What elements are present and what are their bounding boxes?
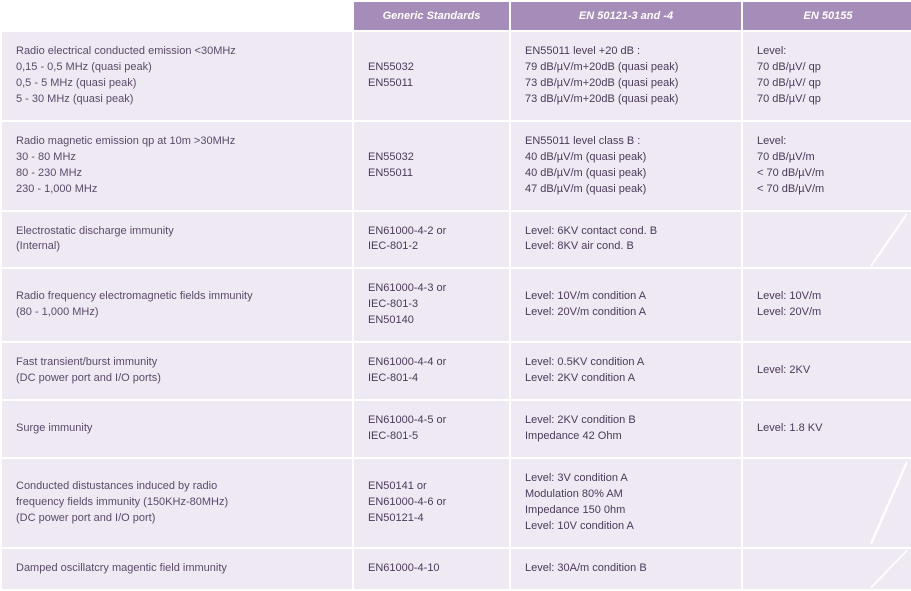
cell-en50121: Level: 3V condition AModulation 80% AMIm… (511, 459, 741, 547)
cell-en50155-text: Level: 10V/mLevel: 20V/m (757, 289, 899, 321)
cell-description-text: Radio electrical conducted emission <30M… (16, 44, 338, 108)
cell-generic-standards-text: EN61000-4-10 (368, 561, 495, 577)
cell-generic-standards: EN50141 orEN61000-4-6 orEN50121-4 (354, 459, 509, 547)
cell-description: Radio frequency electromagnetic fields i… (2, 269, 352, 341)
cell-generic-standards-text: EN55032EN55011 (368, 60, 495, 92)
cell-description-text: Radio magnetic emission qp at 10m >30MHz… (16, 134, 338, 198)
cell-generic-standards-text: EN61000-4-3 orIEC-801-3EN50140 (368, 281, 495, 329)
cell-en50121-text: Level: 10V/m condition ALevel: 20V/m con… (525, 289, 727, 321)
cell-description: Damped oscillatcry magentic field immuni… (2, 549, 352, 589)
cell-description: Electrostatic discharge immunity(Interna… (2, 212, 352, 268)
cell-description-text: Electrostatic discharge immunity(Interna… (16, 224, 338, 256)
cell-generic-standards: EN61000-4-4 orIEC-801-4 (354, 343, 509, 399)
cell-description: Surge immunity (2, 401, 352, 457)
cell-generic-standards: EN61000-4-3 orIEC-801-3EN50140 (354, 269, 509, 341)
cell-en50121-text: EN55011 level class B :40 dB/µV/m (quasi… (525, 134, 727, 198)
cell-en50121-text: EN55011 level +20 dB :79 dB/µV/m+20dB (q… (525, 44, 727, 108)
cell-en50155-text: Level:70 dB/µV/m< 70 dB/µV/m< 70 dB/µV/m (757, 134, 899, 198)
col-header-en50121: EN 50121-3 and -4 (511, 2, 741, 30)
cell-en50155: Level: 1.8 KV (743, 401, 911, 457)
cell-en50121: Level: 0.5KV condition ALevel: 2KV condi… (511, 343, 741, 399)
table-header-row: Generic Standards EN 50121-3 and -4 EN 5… (2, 2, 911, 30)
cell-generic-standards-text: EN61000-4-2 orIEC-801-2 (368, 224, 495, 256)
cell-description: Fast transient/burst immunity(DC power p… (2, 343, 352, 399)
cell-description: Conducted distustances induced by radiof… (2, 459, 352, 547)
table-row: Radio electrical conducted emission <30M… (2, 32, 911, 120)
cell-en50155-text: Level: 1.8 KV (757, 421, 899, 437)
cell-generic-standards-text: EN61000-4-4 orIEC-801-4 (368, 355, 495, 387)
col-header-generic: Generic Standards (354, 2, 509, 30)
cell-en50155: Level:70 dB/µV/m< 70 dB/µV/m< 70 dB/µV/m (743, 122, 911, 210)
cell-en50155 (743, 549, 911, 589)
table-row: Damped oscillatcry magentic field immuni… (2, 549, 911, 589)
cell-en50121: Level: 6KV contact cond. BLevel: 8KV air… (511, 212, 741, 268)
cell-en50121: Level: 10V/m condition ALevel: 20V/m con… (511, 269, 741, 341)
cell-generic-standards-text: EN61000-4-5 orIEC-801-5 (368, 413, 495, 445)
cell-description-text: Fast transient/burst immunity(DC power p… (16, 355, 338, 387)
cell-en50121-text: Level: 3V condition AModulation 80% AMIm… (525, 471, 727, 535)
table-row: Radio magnetic emission qp at 10m >30MHz… (2, 122, 911, 210)
cell-en50121: EN55011 level class B :40 dB/µV/m (quasi… (511, 122, 741, 210)
cell-description-text: Surge immunity (16, 421, 338, 437)
col-header-empty (2, 2, 352, 30)
cell-en50121: Level: 2KV condition BImpedance 42 Ohm (511, 401, 741, 457)
cell-en50155: Level: 2KV (743, 343, 911, 399)
table-row: Fast transient/burst immunity(DC power p… (2, 343, 911, 399)
cell-generic-standards: EN55032EN55011 (354, 122, 509, 210)
cell-en50155: Level:70 dB/µV/ qp70 dB/µV/ qp70 dB/µV/ … (743, 32, 911, 120)
cell-en50155-text: Level:70 dB/µV/ qp70 dB/µV/ qp70 dB/µV/ … (757, 44, 899, 108)
table-row: Surge immunity EN61000-4-5 orIEC-801-5 Lev… (2, 401, 911, 457)
cell-en50121-text: Level: 30A/m condition B (525, 561, 727, 577)
emc-standards-table: Generic Standards EN 50121-3 and -4 EN 5… (0, 0, 911, 591)
cell-generic-standards: EN61000-4-2 orIEC-801-2 (354, 212, 509, 268)
cell-generic-standards: EN55032EN55011 (354, 32, 509, 120)
table-row: Conducted distustances induced by radiof… (2, 459, 911, 547)
cell-en50155: Level: 10V/mLevel: 20V/m (743, 269, 911, 341)
cell-description: Radio electrical conducted emission <30M… (2, 32, 352, 120)
col-header-en50155: EN 50155 (743, 2, 911, 30)
cell-en50155 (743, 459, 911, 547)
cell-en50155 (743, 212, 911, 268)
cell-en50121-text: Level: 2KV condition BImpedance 42 Ohm (525, 413, 727, 445)
cell-en50121: Level: 30A/m condition B (511, 549, 741, 589)
cell-generic-standards: EN61000-4-10 (354, 549, 509, 589)
table-row: Electrostatic discharge immunity(Interna… (2, 212, 911, 268)
cell-description-text: Conducted distustances induced by radiof… (16, 479, 338, 527)
cell-description: Radio magnetic emission qp at 10m >30MHz… (2, 122, 352, 210)
cell-en50121: EN55011 level +20 dB :79 dB/µV/m+20dB (q… (511, 32, 741, 120)
cell-en50155-text: Level: 2KV (757, 363, 899, 379)
cell-generic-standards-text: EN55032EN55011 (368, 150, 495, 182)
cell-generic-standards-text: EN50141 orEN61000-4-6 orEN50121-4 (368, 479, 495, 527)
cell-en50121-text: Level: 6KV contact cond. BLevel: 8KV air… (525, 224, 727, 256)
cell-description-text: Radio frequency electromagnetic fields i… (16, 289, 338, 321)
cell-en50121-text: Level: 0.5KV condition ALevel: 2KV condi… (525, 355, 727, 387)
cell-generic-standards: EN61000-4-5 orIEC-801-5 (354, 401, 509, 457)
cell-description-text: Damped oscillatcry magentic field immuni… (16, 561, 338, 577)
table-row: Radio frequency electromagnetic fields i… (2, 269, 911, 341)
